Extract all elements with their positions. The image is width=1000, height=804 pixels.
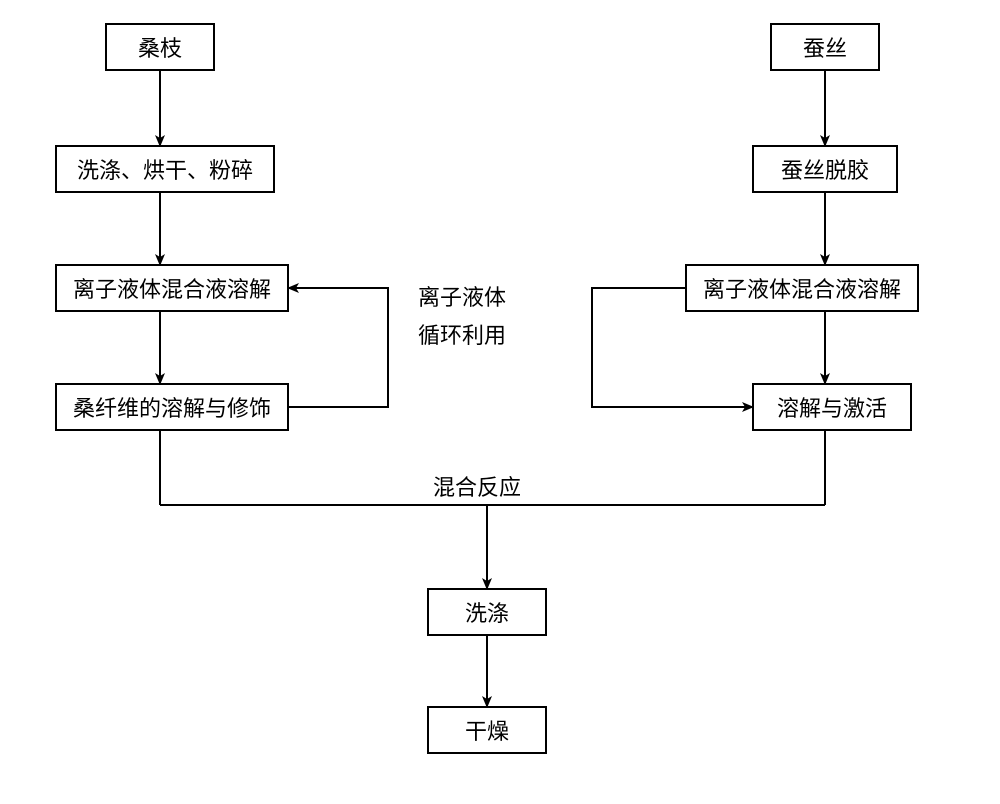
flowchart-node-n_wash1: 洗涤、烘干、粉碎 — [55, 145, 275, 193]
flowchart-node-label: 溶解与激活 — [777, 391, 887, 423]
flowchart-node-n_silk: 蚕丝 — [770, 23, 880, 71]
flowchart-annotation-lbl_mix: 混合反应 — [433, 470, 521, 502]
flowchart-node-label: 蚕丝脱胶 — [781, 153, 869, 185]
flowchart-node-n_lm_left: 离子液体混合液溶解 — [55, 264, 289, 312]
flowchart-node-n_lm_right: 离子液体混合液溶解 — [685, 264, 919, 312]
flowchart-annotation-lbl_recycle1: 离子液体 — [418, 280, 506, 312]
flowchart-node-label: 洗涤、烘干、粉碎 — [77, 153, 253, 185]
flowchart-node-label: 桑枝 — [138, 31, 182, 63]
flowchart-node-label: 离子液体混合液溶解 — [703, 272, 901, 304]
flowchart-node-n_degum: 蚕丝脱胶 — [752, 145, 898, 193]
flowchart-edge-e_rec_l — [289, 288, 388, 407]
flowchart-node-label: 桑纤维的溶解与修饰 — [73, 391, 271, 423]
flowchart-node-n_wash2: 洗涤 — [427, 588, 547, 636]
flowchart-node-n_dissolve_l: 桑纤维的溶解与修饰 — [55, 383, 289, 431]
flowchart-node-n_dissolve_r: 溶解与激活 — [752, 383, 912, 431]
flowchart-node-n_sangzhi: 桑枝 — [105, 23, 215, 71]
flowchart-annotation-lbl_recycle2: 循环利用 — [418, 318, 506, 350]
flowchart-node-label: 蚕丝 — [803, 31, 847, 63]
flowchart-node-label: 离子液体混合液溶解 — [73, 272, 271, 304]
flowchart-node-n_dry: 干燥 — [427, 706, 547, 754]
flowchart-node-label: 干燥 — [465, 714, 509, 746]
flowchart-node-label: 洗涤 — [465, 596, 509, 628]
